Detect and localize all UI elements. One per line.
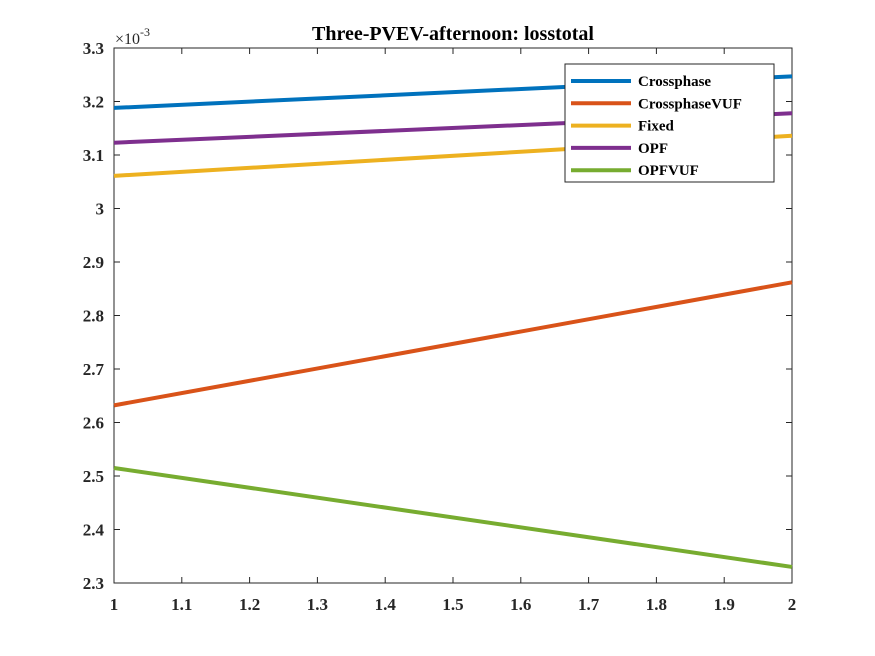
y-tick-label: 3 <box>96 200 105 219</box>
y-axis-exponent-power: -3 <box>140 25 150 39</box>
y-tick-label: 2.9 <box>83 253 104 272</box>
x-tick-label: 1.1 <box>171 595 192 614</box>
y-tick-label: 3.3 <box>83 39 104 58</box>
legend-label-opfvuf: OPFVUF <box>638 163 699 179</box>
y-tick-label: 2.4 <box>83 521 105 540</box>
x-tick-label: 2 <box>788 595 797 614</box>
x-axis: 1 1.1 1.2 1.3 1.4 1.5 1.6 1.7 1.8 1.9 2 <box>110 48 797 614</box>
x-tick-label: 1.5 <box>442 595 463 614</box>
legend: Crossphase CrossphaseVUF Fixed OPF OPFVUF <box>564 63 775 183</box>
x-tick-label: 1.2 <box>239 595 260 614</box>
x-tick-label: 1 <box>110 595 119 614</box>
x-tick-label: 1.6 <box>510 595 531 614</box>
legend-label-crossphase: Crossphase <box>638 74 711 90</box>
x-tick-label: 1.8 <box>646 595 667 614</box>
y-tick-label: 2.3 <box>83 574 104 593</box>
y-axis-exponent-base: ×10 <box>115 31 140 48</box>
y-tick-label: 2.5 <box>83 467 104 486</box>
y-tick-label: 3.1 <box>83 146 104 165</box>
x-tick-label: 1.9 <box>714 595 735 614</box>
x-tick-label: 1.7 <box>578 595 600 614</box>
x-tick-label: 1.3 <box>307 595 328 614</box>
legend-box <box>564 63 775 183</box>
legend-label-opf: OPF <box>638 141 668 157</box>
legend-label-crossphasevuf: CrossphaseVUF <box>638 96 742 112</box>
legend-label-fixed: Fixed <box>638 119 674 135</box>
y-axis: 2.3 2.4 2.5 2.6 2.7 2.8 2.9 3 3.1 3.2 3.3 <box>83 39 792 593</box>
y-axis-exponent: ×10-3 <box>115 25 150 48</box>
y-tick-label: 2.8 <box>83 307 104 326</box>
y-tick-label: 2.6 <box>83 414 104 433</box>
x-tick-label: 1.4 <box>375 595 397 614</box>
y-tick-label: 2.7 <box>83 360 105 379</box>
chart-title: Three-PVEV-afternoon: losstotal <box>312 23 594 45</box>
y-tick-label: 3.2 <box>83 93 104 112</box>
series-line-opfvuf <box>113 465 793 569</box>
series-line-crossphasevuf <box>113 280 793 408</box>
